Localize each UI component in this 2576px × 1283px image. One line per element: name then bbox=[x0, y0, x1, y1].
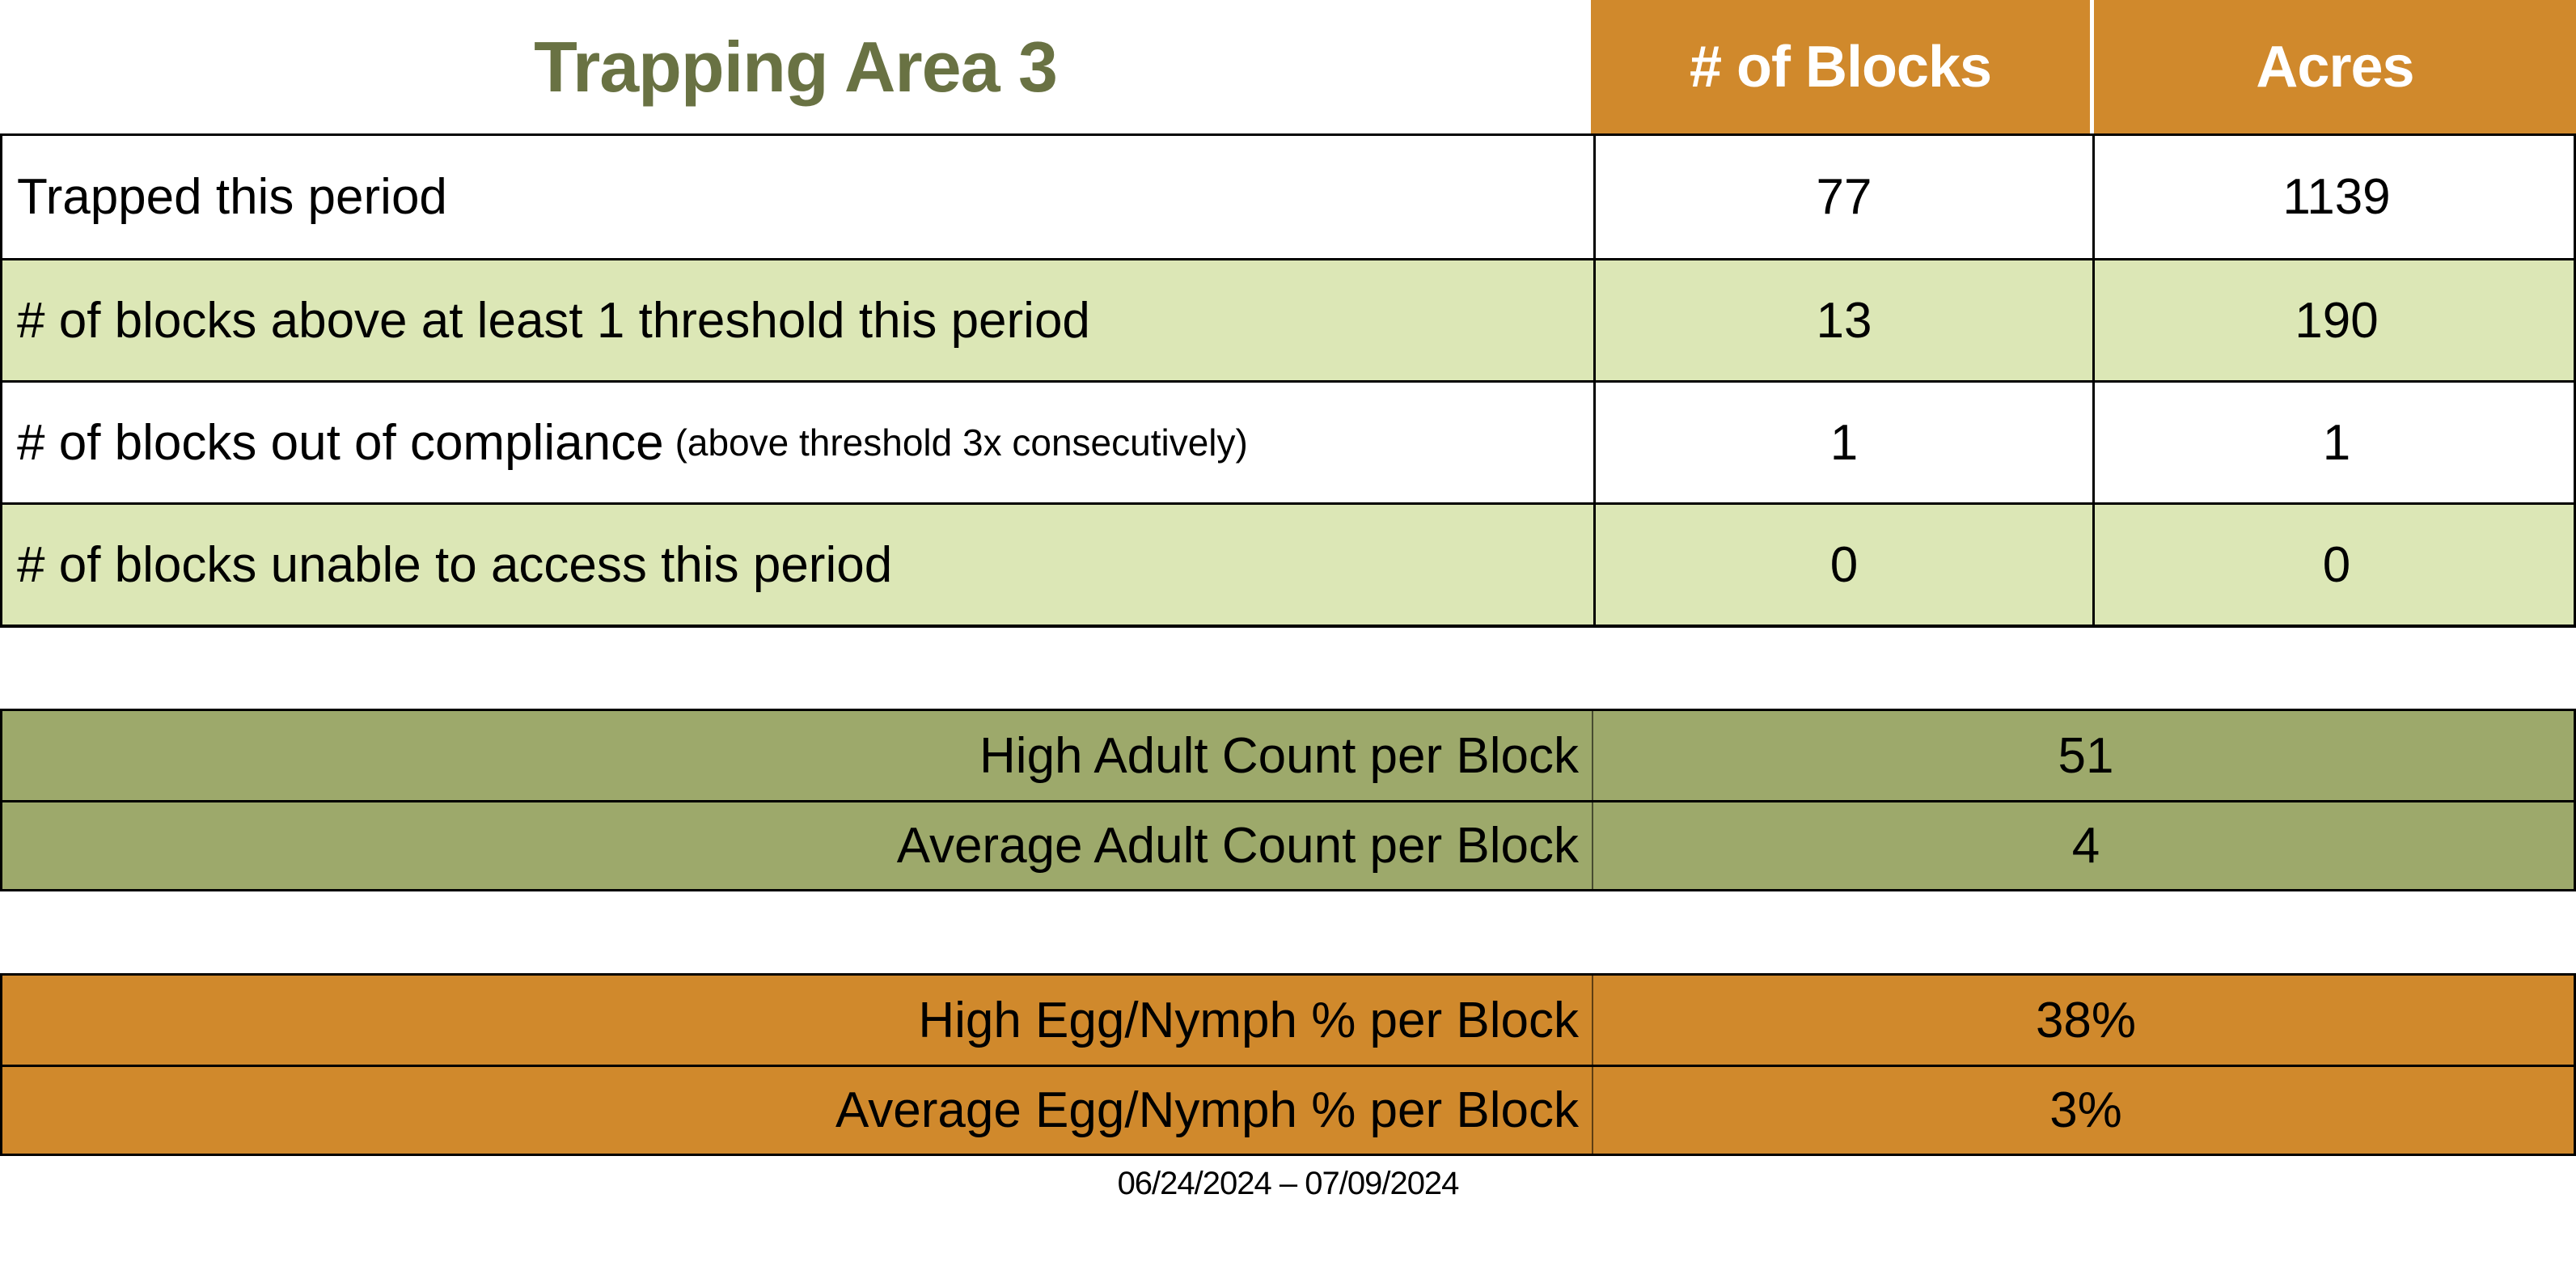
table-row-unable-to-access: # of blocks unable to access this period… bbox=[2, 502, 2574, 625]
row-value: 38% bbox=[2035, 992, 2137, 1048]
acres-value: 1 bbox=[2092, 383, 2576, 502]
row-value: 3% bbox=[2049, 1082, 2122, 1138]
row-label-text: # of blocks above at least 1 threshold t… bbox=[17, 292, 1090, 349]
table-row-average-adult-count: Average Adult Count per Block 4 bbox=[2, 800, 2574, 889]
table-row-out-of-compliance: # of blocks out of compliance (above thr… bbox=[2, 380, 2574, 502]
table-header-row: Trapping Area 3 # of Blocks Acres bbox=[0, 0, 2576, 133]
egg-nymph-table: High Egg/Nymph % per Block 38% Average E… bbox=[0, 973, 2576, 1156]
row-label: # of blocks out of compliance (above thr… bbox=[2, 383, 1593, 502]
adult-count-table: High Adult Count per Block 51 Average Ad… bbox=[0, 709, 2576, 891]
row-label: Average Egg/Nymph % per Block bbox=[2, 1067, 1593, 1154]
row-label: # of blocks above at least 1 threshold t… bbox=[2, 260, 1593, 380]
row-label: # of blocks unable to access this period bbox=[2, 505, 1593, 625]
row-label-text: # of blocks unable to access this period bbox=[17, 536, 893, 593]
blocks-value: 1 bbox=[1593, 383, 2092, 502]
column-header-blocks: # of Blocks bbox=[1591, 0, 2090, 133]
blocks-value: 77 bbox=[1593, 136, 2092, 258]
row-value: 4 bbox=[2071, 818, 2100, 874]
column-header-acres: Acres bbox=[2090, 0, 2576, 133]
table-row-high-adult-count: High Adult Count per Block 51 bbox=[2, 711, 2574, 800]
table-row-average-egg-nymph: Average Egg/Nymph % per Block 3% bbox=[2, 1065, 2574, 1154]
acres-value: 1139 bbox=[2092, 136, 2576, 258]
table-row-above-threshold: # of blocks above at least 1 threshold t… bbox=[2, 258, 2574, 380]
row-label-text: Trapped this period bbox=[17, 169, 447, 225]
row-label-text: # of blocks out of compliance bbox=[17, 414, 664, 471]
acres-value: 0 bbox=[2092, 505, 2576, 625]
acres-value: 190 bbox=[2092, 260, 2576, 380]
row-label: Average Adult Count per Block bbox=[2, 802, 1593, 889]
summary-table: Trapped this period 77 1139 # of blocks … bbox=[0, 133, 2576, 628]
table-row-trapped-this-period: Trapped this period 77 1139 bbox=[2, 136, 2574, 258]
table-row-high-egg-nymph: High Egg/Nymph % per Block 38% bbox=[2, 976, 2574, 1065]
blocks-value: 13 bbox=[1593, 260, 2092, 380]
row-value: 51 bbox=[2058, 727, 2114, 784]
row-label: High Egg/Nymph % per Block bbox=[2, 976, 1593, 1065]
page-title: Trapping Area 3 bbox=[534, 26, 1058, 107]
row-label-note: (above threshold 3x consecutively) bbox=[675, 421, 1248, 464]
report-period: 06/24/2024 – 07/09/2024 bbox=[1117, 1166, 1460, 1201]
row-label: High Adult Count per Block bbox=[2, 711, 1593, 800]
row-label: Trapped this period bbox=[2, 136, 1593, 258]
blocks-value: 0 bbox=[1593, 505, 2092, 625]
